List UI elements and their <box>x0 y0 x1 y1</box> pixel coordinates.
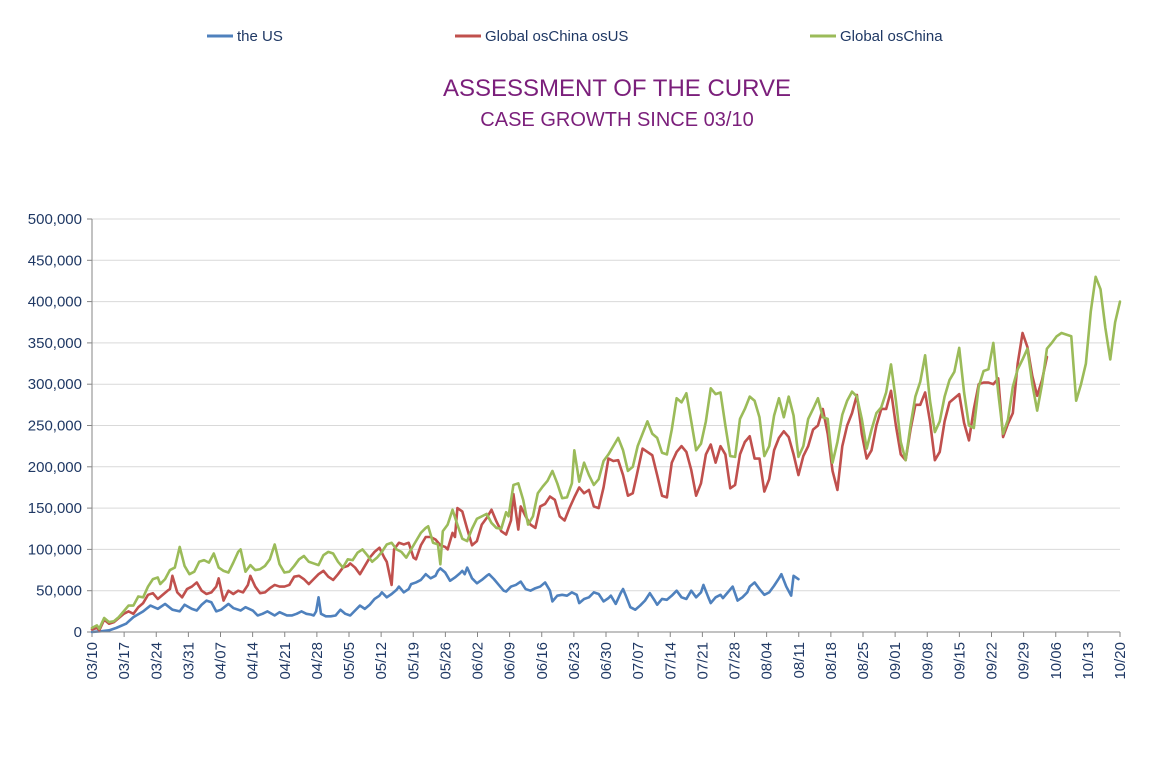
y-tick-label: 200,000 <box>28 459 82 476</box>
y-tick-label: 500,000 <box>28 211 82 228</box>
legend-label: the US <box>237 28 283 45</box>
series-line-1 <box>90 566 800 634</box>
y-tick-label: 400,000 <box>28 294 82 311</box>
x-tick-label: 09/01 <box>887 642 904 680</box>
x-tick-label: 06/09 <box>502 642 519 680</box>
x-tick-label: 03/31 <box>180 642 197 680</box>
x-tick-label: 10/13 <box>1080 642 1097 680</box>
chart-subtitle: CASE GROWTH SINCE 03/10 <box>480 109 753 131</box>
x-tick-label: 03/24 <box>148 642 165 680</box>
x-tick-label: 10/20 <box>1112 642 1129 680</box>
x-tick-label: 06/16 <box>534 642 551 680</box>
series-line-3 <box>90 275 1122 630</box>
x-tick-label: 05/05 <box>341 642 358 680</box>
chart-title: ASSESSMENT OF THE CURVE <box>443 75 791 102</box>
x-tick-label: 05/26 <box>437 642 454 680</box>
legend-label: Global osChina <box>840 28 943 45</box>
x-axis-ticks: 03/10 03/17 03/24 03/31 04/07 04/14 04/21 04/28… <box>84 632 1129 680</box>
y-tick-label: 150,000 <box>28 500 82 517</box>
x-tick-label: 08/11 <box>791 642 808 678</box>
x-tick-label: 09/22 <box>984 642 1001 680</box>
x-tick-label: 10/06 <box>1048 642 1065 680</box>
x-tick-label: 06/02 <box>470 642 487 680</box>
legend: the US Global osChina osUS Global osChina <box>207 28 943 45</box>
y-tick-label: 350,000 <box>28 335 82 352</box>
x-tick-label: 08/04 <box>759 642 776 680</box>
x-tick-label: 05/12 <box>373 642 390 680</box>
x-tick-label: 09/29 <box>1016 642 1033 680</box>
x-tick-label: 04/28 <box>309 642 326 680</box>
x-tick-label: 07/28 <box>727 642 744 680</box>
y-tick-label: 0 <box>74 624 82 641</box>
y-tick-label: 100,000 <box>28 541 82 558</box>
series-line-2 <box>90 331 1049 632</box>
y-tick-label: 50,000 <box>36 583 82 600</box>
x-tick-label: 06/23 <box>566 642 583 680</box>
y-tick-label: 300,000 <box>28 376 82 393</box>
x-tick-label: 07/21 <box>694 642 711 680</box>
x-tick-label: 07/07 <box>630 642 647 680</box>
y-tick-label: 250,000 <box>28 418 82 435</box>
x-tick-label: 03/17 <box>116 642 133 680</box>
series-lines <box>90 275 1122 634</box>
y-axis-ticks: 0 50,000 100,000 150,000 200,000 250,000 300,0… <box>28 211 82 641</box>
x-tick-label: 05/19 <box>405 642 422 680</box>
gridlines <box>87 218 1120 633</box>
x-tick-label: 07/14 <box>662 642 679 680</box>
x-tick-label: 03/10 <box>84 642 101 680</box>
y-tick-label: 450,000 <box>28 252 82 269</box>
x-tick-label: 09/08 <box>919 642 936 680</box>
x-tick-label: 04/14 <box>245 642 262 680</box>
x-tick-label: 06/30 <box>598 642 615 680</box>
x-tick-label: 08/18 <box>823 642 840 680</box>
x-tick-label: 04/07 <box>213 642 230 680</box>
x-tick-label: 09/15 <box>951 642 968 680</box>
x-tick-label: 04/21 <box>277 642 294 680</box>
x-tick-label: 08/25 <box>855 642 872 680</box>
legend-label: Global osChina osUS <box>485 28 628 45</box>
